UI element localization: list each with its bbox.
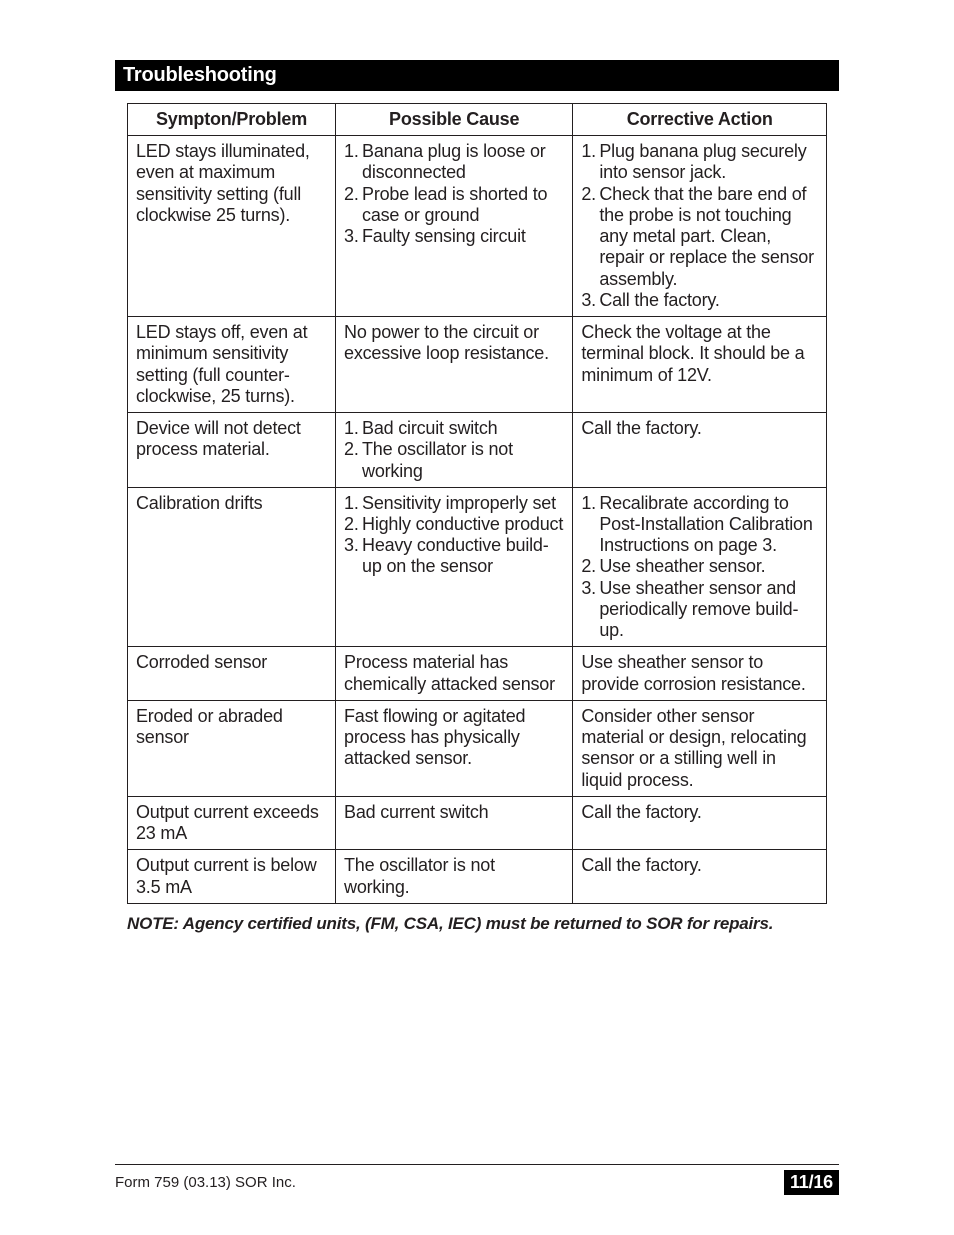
table-wrap: Sympton/Problem Possible Cause Correctiv… — [115, 91, 839, 904]
cell-cause: 1.Sensitivity improperly set2.Highly con… — [336, 487, 573, 647]
form-id: Form 759 (03.13) SOR Inc. — [115, 1174, 296, 1191]
cell-action: Check the voltage at the terminal block.… — [573, 317, 827, 413]
col-symptom: Sympton/Problem — [128, 104, 336, 136]
table-row: Eroded or abraded sensorFast flowing or … — [128, 700, 827, 796]
col-action: Corrective Action — [573, 104, 827, 136]
cell-symptom: Eroded or abraded sensor — [128, 700, 336, 796]
troubleshooting-table: Sympton/Problem Possible Cause Correctiv… — [127, 103, 827, 904]
page-badge: 11/16 — [784, 1170, 839, 1195]
cell-cause: 1.Banana plug is loose or disconnected2.… — [336, 136, 573, 317]
cell-symptom: LED stays illuminated, even at maximum s… — [128, 136, 336, 317]
table-header-row: Sympton/Problem Possible Cause Correctiv… — [128, 104, 827, 136]
cell-symptom: Calibration drifts — [128, 487, 336, 647]
cell-symptom: Output current is below 3.5 mA — [128, 850, 336, 903]
table-row: Device will not detect process material.… — [128, 413, 827, 488]
footer-row: Form 759 (03.13) SOR Inc. 11/16 — [115, 1165, 839, 1195]
cell-symptom: Corroded sensor — [128, 647, 336, 700]
table-row: Calibration drifts1.Sensitivity improper… — [128, 487, 827, 647]
page: Troubleshooting Sympton/Problem Possible… — [0, 0, 954, 1235]
cell-cause: Bad current switch — [336, 796, 573, 849]
cell-action: 1.Plug banana plug securely into sensor … — [573, 136, 827, 317]
cell-cause: 1.Bad circuit switch2.The oscillator is … — [336, 413, 573, 488]
footer: Form 759 (03.13) SOR Inc. 11/16 — [115, 1164, 839, 1195]
col-cause: Possible Cause — [336, 104, 573, 136]
cell-action: 1.Recalibrate according to Post-Installa… — [573, 487, 827, 647]
cell-symptom: Device will not detect process material. — [128, 413, 336, 488]
table-head: Sympton/Problem Possible Cause Correctiv… — [128, 104, 827, 136]
table-row: LED stays off, even at minimum sensitivi… — [128, 317, 827, 413]
note: NOTE: Agency certified units, (FM, CSA, … — [115, 904, 839, 934]
cell-action: Call the factory. — [573, 413, 827, 488]
cell-cause: Fast flowing or agitated process has phy… — [336, 700, 573, 796]
cell-action: Call the factory. — [573, 796, 827, 849]
table-row: Output current is below 3.5 mAThe oscill… — [128, 850, 827, 903]
cell-cause: The oscillator is not working. — [336, 850, 573, 903]
table-row: Corroded sensorProcess material has chem… — [128, 647, 827, 700]
cell-action: Use sheather sensor to provide corrosion… — [573, 647, 827, 700]
cell-symptom: Output current exceeds 23 mA — [128, 796, 336, 849]
cell-action: Consider other sensor material or design… — [573, 700, 827, 796]
table-body: LED stays illuminated, even at maximum s… — [128, 136, 827, 904]
cell-action: Call the factory. — [573, 850, 827, 903]
cell-cause: No power to the circuit or excessive loo… — [336, 317, 573, 413]
section-header: Troubleshooting — [115, 60, 839, 91]
table-row: Output current exceeds 23 mABad current … — [128, 796, 827, 849]
table-row: LED stays illuminated, even at maximum s… — [128, 136, 827, 317]
cell-cause: Process material has chemically attacked… — [336, 647, 573, 700]
cell-symptom: LED stays off, even at minimum sensitivi… — [128, 317, 336, 413]
